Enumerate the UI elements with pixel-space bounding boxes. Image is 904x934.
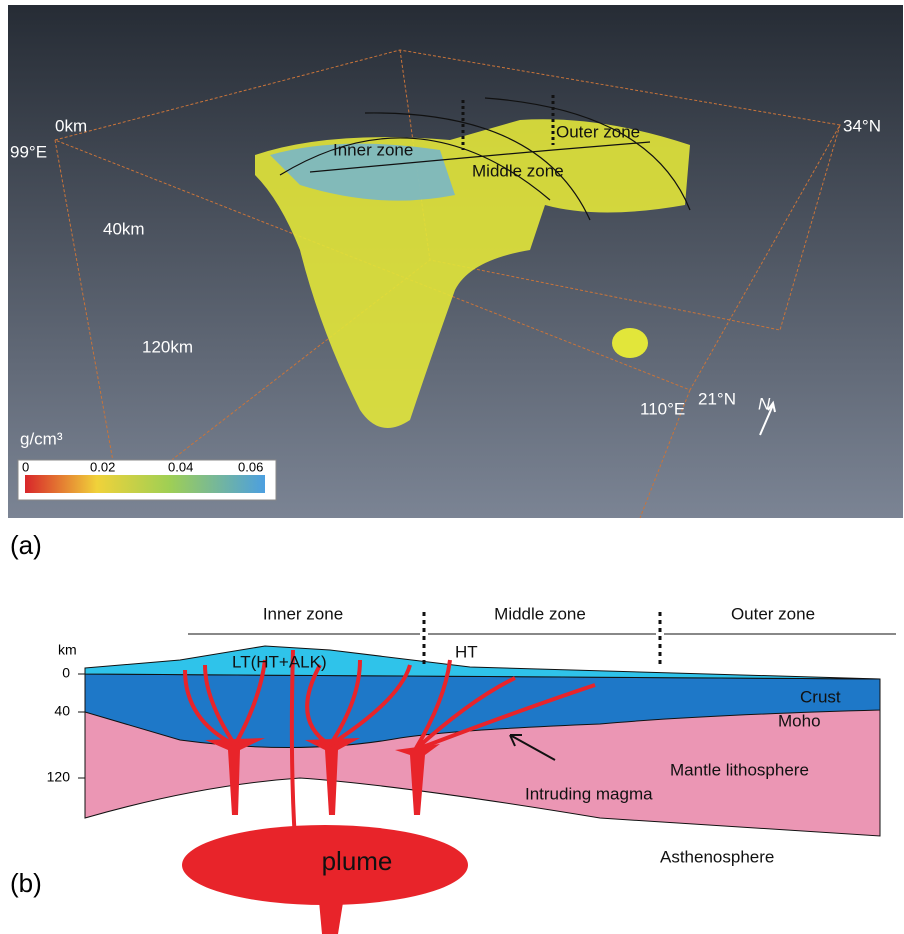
zone-label: Inner zone (333, 140, 413, 159)
zone-label: Middle zone (494, 604, 586, 623)
layer-label: Crust (800, 687, 841, 706)
layer-label: HT (455, 642, 478, 661)
layer-label: Asthenosphere (660, 847, 774, 866)
colorbar-tick: 0.04 (168, 459, 193, 474)
colorbar-unit: g/cm³ (20, 429, 63, 448)
panel-a: 0km 40km 120km 99°E 34°N 110°E 21°N N In… (8, 5, 903, 518)
colorbar-tick: 0.06 (238, 459, 263, 474)
layer-label: Intruding magma (525, 784, 653, 803)
depth-tick: 40 (54, 703, 70, 719)
north-label: N (758, 394, 771, 413)
depth-tick: 120 (47, 769, 71, 785)
depth-tick: 0 (62, 665, 70, 681)
panel-label: (a) (10, 530, 42, 560)
panel-b: Inner zone Middle zone Outer zone km 0 4… (47, 604, 896, 934)
depth-label: 120km (142, 337, 193, 356)
coord-label: 99°E (10, 142, 47, 161)
layer-label: plume (322, 846, 393, 876)
colorbar-tick: 0 (22, 459, 29, 474)
depth-label: 40km (103, 219, 145, 238)
coord-label: 110°E (640, 399, 685, 418)
figure: 0km 40km 120km 99°E 34°N 110°E 21°N N In… (0, 0, 904, 934)
depth-axis (78, 668, 85, 818)
colorbar-tick: 0.02 (90, 459, 115, 474)
zone-label: Outer zone (556, 122, 640, 141)
zone-label: Middle zone (472, 161, 564, 180)
coord-label: 21°N (698, 389, 736, 408)
coord-label: 34°N (843, 116, 881, 135)
panel-label: (b) (10, 868, 42, 898)
layer-label: Mantle lithosphere (670, 760, 809, 779)
layer-label: Moho (778, 711, 821, 730)
axis-unit: km (58, 642, 77, 658)
depth-label: 0km (55, 116, 87, 135)
zone-label: Outer zone (731, 604, 815, 623)
zone-label: Inner zone (263, 604, 343, 623)
layer-label: LT(HT+ALK) (232, 652, 327, 671)
density-blob (612, 328, 648, 358)
colorbar (25, 475, 265, 493)
